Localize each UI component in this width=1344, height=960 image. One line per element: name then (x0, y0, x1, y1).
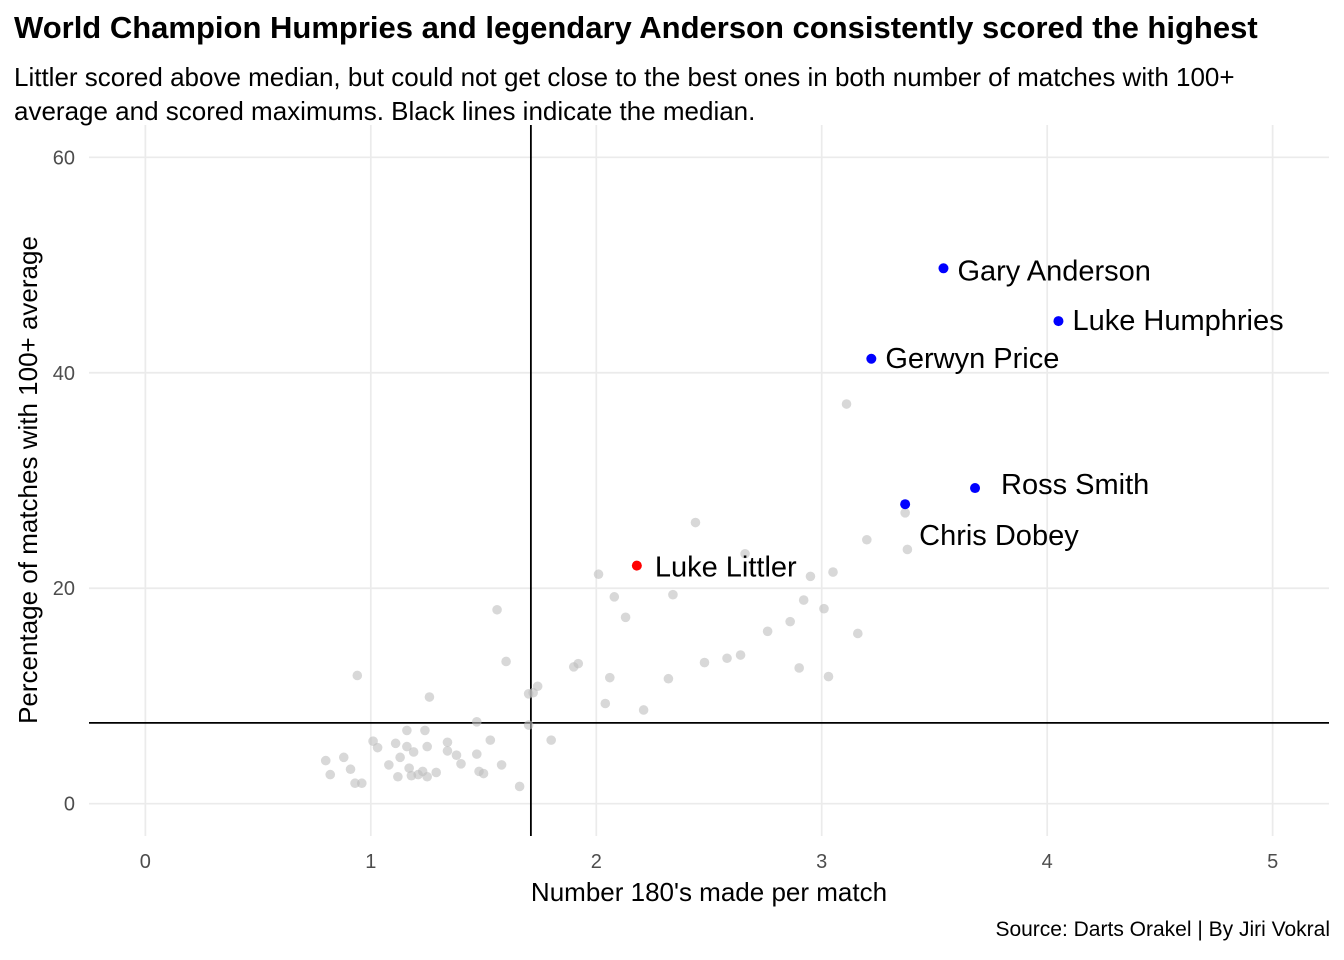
other-player-point (593, 569, 604, 580)
other-player-point (740, 548, 750, 559)
other-player-point (605, 672, 615, 683)
other-player-point (841, 399, 852, 409)
other-player-point (638, 705, 649, 715)
y-tick-label: 40 (53, 363, 75, 385)
other-player-point (798, 595, 809, 605)
other-player-point (609, 592, 620, 602)
other-player-point (350, 778, 360, 789)
other-player-point (699, 657, 710, 668)
other-player-point (600, 698, 611, 709)
player-label: Chris Dobey (919, 520, 1079, 552)
other-player-point (404, 763, 414, 773)
x-axis-title: Number 180's made per match (531, 877, 887, 907)
other-player-point (393, 771, 403, 782)
other-player-point (345, 764, 356, 775)
other-player-point (620, 612, 631, 623)
player-label: Ross Smith (1001, 469, 1149, 501)
other-player-point (900, 508, 910, 518)
other-player-point (390, 738, 401, 749)
median-lines (89, 125, 1329, 836)
highlighted-player-point (866, 353, 877, 364)
other-player-point (420, 725, 430, 736)
chart-subtitle: Littler scored above median, but could n… (14, 62, 1235, 126)
other-player-point (431, 767, 442, 778)
point-labels: Gary Anderson Luke Humphries Gerwyn Price R… (655, 255, 1284, 583)
other-player-point (338, 752, 349, 763)
other-player-point (325, 769, 336, 780)
player-label: Gerwyn Price (885, 343, 1059, 375)
chart-title: World Champion Humpries and legendary An… (14, 10, 1258, 45)
other-player-point (384, 760, 394, 770)
other-player-point (762, 626, 773, 637)
other-player-point (828, 567, 838, 577)
other-player-point (408, 747, 419, 757)
other-player-point (456, 759, 466, 769)
player-label: Luke Littler (655, 552, 797, 584)
other-player-point (528, 687, 538, 698)
other-player-point (819, 603, 829, 614)
other-player-point (320, 755, 331, 766)
other-player-point (413, 769, 423, 780)
other-player-point (424, 692, 435, 702)
other-player-point (501, 656, 511, 667)
other-player-point (663, 673, 674, 684)
other-player-point (422, 741, 432, 752)
other-player-point (478, 768, 489, 779)
other-player-point (862, 534, 872, 545)
y-tick-label: 60 (53, 147, 75, 169)
other-player-point (352, 670, 363, 681)
highlighted-player-point (1053, 316, 1064, 327)
highlighted-player-point (900, 499, 911, 510)
highlighted-player-point (938, 263, 949, 274)
other-player-point (471, 749, 482, 759)
other-player-point (402, 725, 412, 736)
other-player-point (573, 658, 584, 669)
other-player-point (523, 720, 534, 730)
other-player-point (442, 746, 453, 756)
y-tick-label: 0 (64, 794, 75, 816)
highlighted-player-point (631, 560, 642, 571)
other-player-point (794, 663, 804, 673)
other-player-point (546, 735, 556, 745)
other-player-point (735, 650, 746, 660)
x-tick-label: 1 (365, 851, 376, 873)
other-player-point (496, 760, 507, 770)
y-tick-label: 20 (53, 578, 75, 600)
other-player-point (395, 752, 405, 763)
highlighted-player-point (970, 483, 981, 494)
x-tick-label: 3 (816, 851, 827, 873)
x-tick-label: 5 (1267, 851, 1278, 873)
other-player-point (372, 742, 383, 753)
other-player-point (422, 771, 432, 782)
other-player-point (485, 735, 496, 745)
x-tick-label: 2 (591, 851, 602, 873)
other-player-point (492, 604, 502, 615)
x-tick-label: 0 (140, 851, 151, 873)
other-player-point (853, 628, 863, 639)
other-player-point (785, 616, 795, 627)
other-player-point (690, 517, 701, 528)
x-tick-label: 4 (1042, 851, 1053, 873)
chart-caption: Source: Darts Orakel | By Jiri Vokral (995, 918, 1330, 941)
y-axis-title: Percentage of matches with 100+ average (13, 236, 43, 724)
other-player-point (805, 571, 816, 582)
gridlines (89, 125, 1329, 836)
player-label: Gary Anderson (957, 255, 1150, 287)
other-player-point (357, 778, 367, 789)
tick-labels: 0 1 2 3 4 5 0 20 40 60 (53, 147, 1278, 873)
highlighted-players-points (631, 263, 1064, 571)
other-players-points (320, 399, 913, 792)
other-player-point (722, 653, 732, 664)
other-player-point (471, 717, 482, 727)
other-player-point (823, 671, 834, 682)
other-player-point (668, 589, 678, 600)
player-label: Luke Humphries (1072, 305, 1283, 337)
other-player-point (402, 741, 412, 752)
other-player-point (902, 544, 913, 555)
other-player-point (442, 737, 453, 748)
other-player-point (451, 750, 462, 761)
other-player-point (514, 781, 525, 792)
